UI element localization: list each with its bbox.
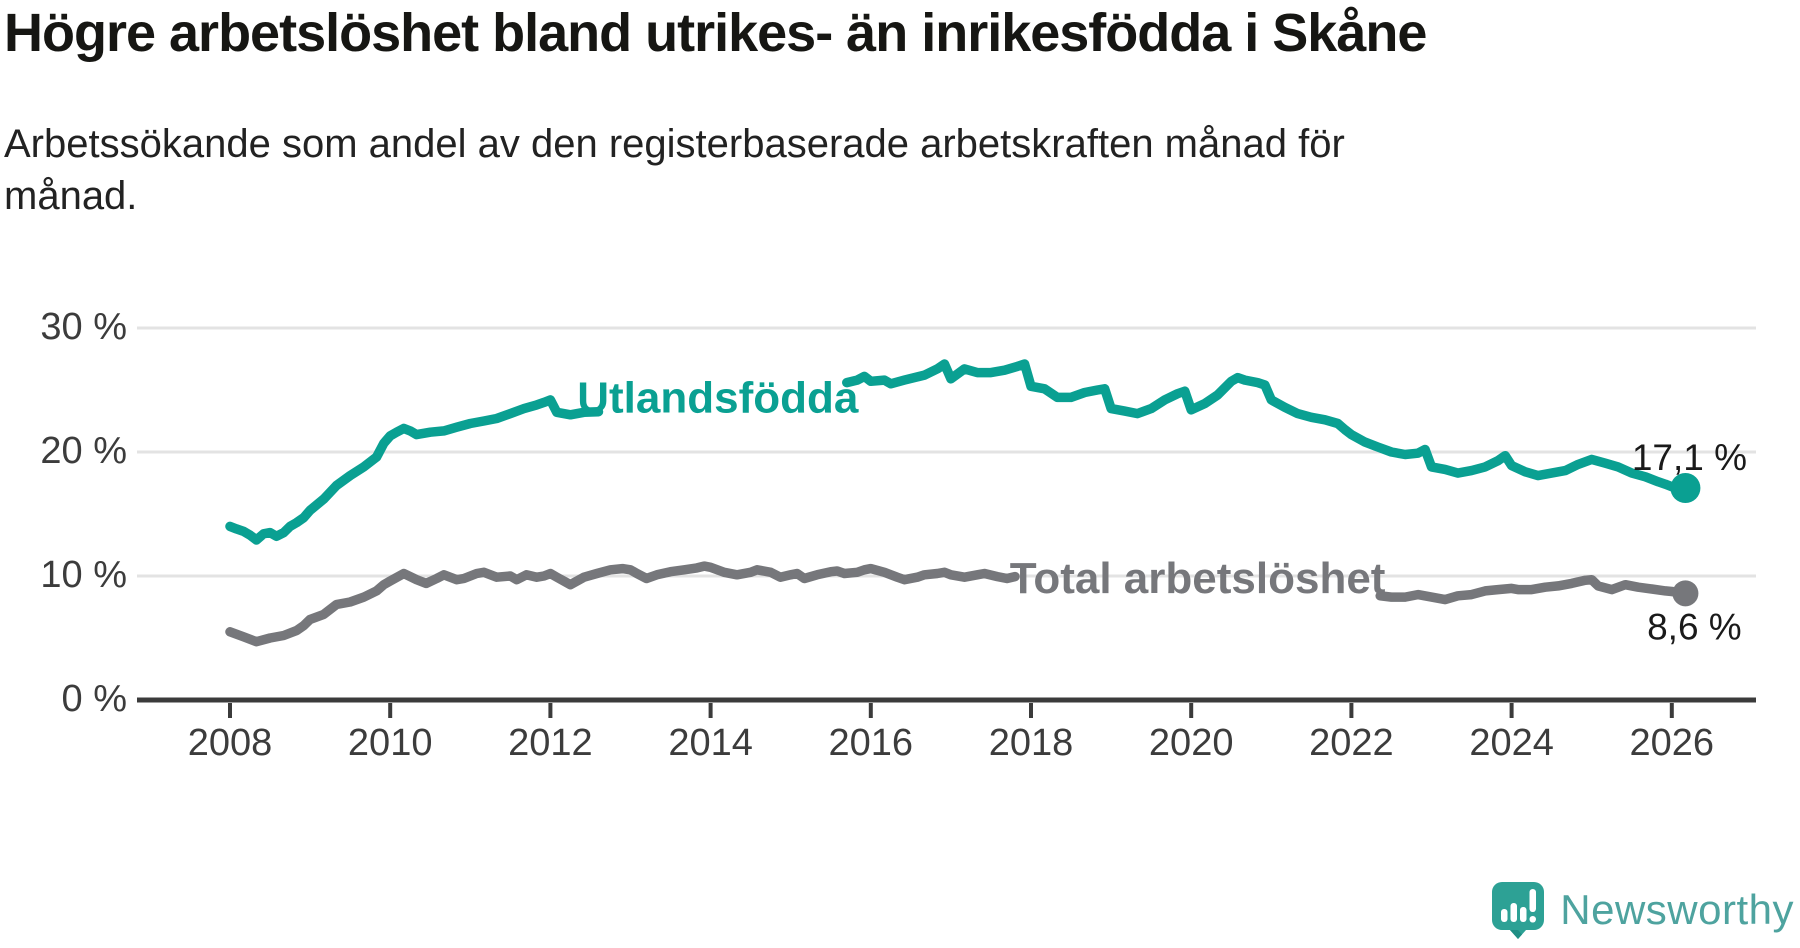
end-value-label-total: 8,6 %: [1647, 606, 1742, 647]
y-tick-label-0: 0 %: [62, 678, 127, 720]
x-tick-label-2018: 2018: [989, 722, 1074, 764]
y-tick-label-20: 20 %: [40, 430, 127, 472]
series-end-dot-total: [1672, 580, 1699, 607]
x-tick-label-2024: 2024: [1469, 722, 1554, 764]
chart-subtitle: Arbetssökande som andel av den registerb…: [4, 122, 1345, 218]
x-tick-label-2026: 2026: [1630, 722, 1715, 764]
x-tick-label-2008: 2008: [188, 722, 273, 764]
x-tick-label-2020: 2020: [1149, 722, 1234, 764]
series-label-total: Total arbetslöshet: [1010, 554, 1386, 603]
end-value-label-foreign_born: 17,1 %: [1632, 437, 1747, 478]
x-tick-label-2014: 2014: [668, 722, 753, 764]
x-tick-label-2016: 2016: [829, 722, 914, 764]
newsworthy-wordmark: Newsworthy: [1560, 886, 1794, 933]
page-title: Högre arbetslöshet bland utrikes- än inr…: [4, 3, 1427, 63]
x-tick-label-2010: 2010: [348, 722, 433, 764]
series-line-total-1: [1375, 574, 1691, 605]
series-end-dot-foreign_born: [1670, 472, 1701, 503]
newsworthy-logo-icon: [1492, 882, 1545, 939]
series-line-total-0: [225, 561, 1020, 647]
x-tick-label-2012: 2012: [508, 722, 593, 764]
y-tick-label-30: 30 %: [40, 306, 127, 348]
x-tick-label-2022: 2022: [1309, 722, 1394, 764]
newsworthy-branding: Newsworthy: [1490, 880, 1794, 940]
series-line-foreign_born-0: [225, 395, 604, 545]
series-line-foreign_born-1: [842, 359, 1691, 493]
y-tick-label-10: 10 %: [40, 554, 127, 596]
series-label-foreign_born: Utlandsfödda: [577, 373, 859, 422]
